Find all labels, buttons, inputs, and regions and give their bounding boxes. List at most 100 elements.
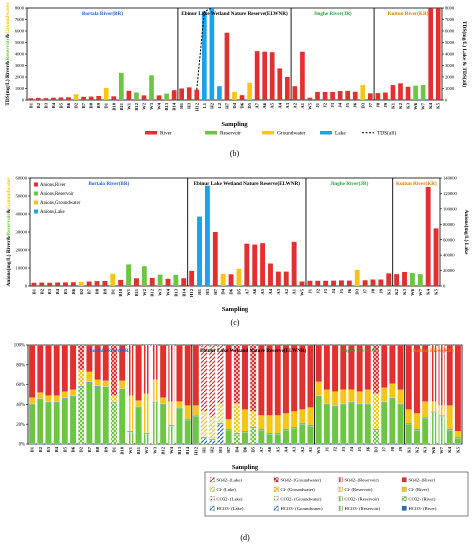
bar-B11 — [133, 278, 139, 286]
bar-segment-cl-A2 — [299, 409, 306, 424]
bar-D5 — [236, 268, 242, 286]
bar-segment-hco3-B5 — [61, 398, 69, 445]
bar-segment-hco3-K1 — [405, 424, 412, 445]
bar-B14 — [181, 278, 187, 286]
y-tick-label: 5000 — [15, 40, 25, 45]
bar-segment-cl-D2 — [78, 369, 85, 386]
y-tick-label: 3000 — [15, 63, 25, 68]
bar-segment-cl-K5 — [454, 431, 462, 438]
y-axis-label-part: & — [6, 208, 12, 213]
bar-segment-hco3-B10 — [118, 389, 126, 445]
bar-segment-hco3-K3 — [421, 418, 429, 445]
bar-B9 — [102, 280, 108, 286]
legend-swatch — [401, 505, 407, 511]
bar-segment-co3-K4 — [446, 429, 453, 431]
bar-segment-so4-H7 — [225, 344, 232, 420]
bar-A4 — [268, 263, 273, 286]
bar-segment-so4-A4 — [282, 344, 290, 414]
bar-A2 — [283, 271, 289, 286]
bar-segment-hco3-W4 — [168, 426, 175, 445]
bar-segment-cl-K4 — [446, 405, 453, 430]
bar-segment-so4-B9 — [102, 344, 109, 381]
y2-tick-label: 100000 — [443, 206, 457, 211]
bar-K4 — [428, 8, 434, 101]
bar-segment-co3-W2 — [143, 433, 150, 435]
y-axis-label-part: Groundwater — [5, 2, 11, 34]
x-tick-label: B3 — [46, 446, 51, 452]
bar-segment-co3-J3 — [340, 403, 347, 405]
bar-segment-hco3-W1 — [127, 432, 134, 445]
bar-B5 — [63, 282, 68, 286]
bar-segment-hco3-H1 — [200, 437, 208, 445]
x-tick-label: W2 — [144, 446, 149, 454]
bar-segment-cl-J3 — [340, 389, 347, 404]
x-tick-label: B9 — [96, 102, 101, 108]
x-tick-label: B7 — [87, 446, 92, 452]
y2-tick-label: 20000 — [443, 268, 455, 273]
bar-segment-cl-J7 — [381, 387, 388, 402]
x-tick-label: J7 — [382, 446, 387, 451]
x-tick-label: K3 — [423, 446, 428, 453]
bar-segment-cl-W4 — [168, 401, 175, 426]
x-tick-label: K5 — [455, 446, 460, 453]
bar-segment-hco3-B14 — [184, 420, 191, 445]
bar-segment-co3-B13 — [176, 407, 183, 409]
bar-segment-co3-B4 — [53, 401, 60, 403]
y-tick-label: 20% — [16, 423, 25, 428]
legend: Anions,River Anions,Reservoir Anions,Groun… — [34, 182, 81, 215]
y-tick-label: 6000 — [15, 29, 25, 34]
x-tick-label: J4 — [338, 102, 343, 107]
bar-segment-cl-A6 — [266, 415, 273, 434]
y-tick-label: 0 — [22, 98, 25, 103]
legend-swatch — [273, 505, 279, 511]
bar-W3 — [157, 274, 163, 286]
x-tick-label: W3 — [158, 288, 163, 296]
bar-segment-so4-B6 — [69, 344, 77, 390]
x-tick-label: W7 — [418, 288, 423, 296]
bar-segment-cl-H1 — [200, 411, 208, 438]
bar-segment-hco3-B7 — [86, 382, 93, 445]
bar-segment-co3-D5 — [250, 427, 257, 429]
x-tick-label: W5 — [316, 446, 321, 454]
x-tick-label: W1 — [128, 446, 133, 454]
legend-swatch — [273, 496, 279, 502]
bar-segment-so4-K4 — [446, 344, 453, 406]
y2-axis-label: Anions(mg/L) Lake — [463, 209, 470, 255]
bar-segment-co3-D3 — [372, 429, 380, 431]
y2-axis-label: TDS(mg/L) Lake & TDS(all) — [461, 21, 468, 87]
bar-segment-cl-D1 — [110, 395, 118, 402]
y2-tick-label: 8000 — [445, 6, 455, 11]
bar-segment-co3-J9 — [397, 403, 404, 405]
legend-swatch — [401, 496, 407, 502]
bar-segment-hco3-A3 — [290, 428, 298, 445]
bar-W5 — [299, 281, 305, 286]
y-tick-label: 80% — [16, 363, 25, 368]
bar-J2 — [322, 91, 328, 100]
x-tick-label: W4 — [165, 288, 170, 296]
plot-frame — [26, 7, 443, 101]
panel-c-anions-chart: 0 10000 20000 30000 40000 50000 60000 0 20000 400… — [5, 176, 470, 327]
y2-tick-label: 120000 — [443, 191, 457, 196]
x-tick-label: A3 — [276, 288, 281, 294]
x-tick-label: B10 — [120, 446, 125, 454]
bar-segment-co3-D2 — [78, 385, 85, 387]
x-tick-label: A7 — [244, 288, 249, 294]
x-tick-label: L2 — [217, 102, 222, 108]
bar-segment-co3-B5 — [61, 397, 69, 399]
x-tick-label: J3 — [323, 288, 328, 293]
bar-segment-so4-H3 — [217, 344, 224, 404]
bar-W1 — [126, 90, 132, 100]
bar-segment-co3-D6 — [241, 431, 249, 433]
bar-segment-hco3-W6 — [430, 412, 437, 445]
legend-label: CO32- (Reservoir) — [345, 497, 380, 502]
x-tick-label: B6 — [71, 288, 76, 294]
bar-W4 — [156, 95, 162, 100]
bar-D1 — [103, 87, 109, 100]
bar-segment-so4-B5 — [61, 344, 69, 392]
bar-segment-cl-B1 — [28, 397, 36, 404]
bar-segment-cl-B12 — [159, 397, 167, 404]
bar-segment-cl-H2 — [209, 417, 216, 440]
x-tick-label: A3 — [292, 446, 297, 452]
bar-segment-cl-B9 — [102, 380, 109, 387]
bar-J2 — [315, 280, 321, 286]
